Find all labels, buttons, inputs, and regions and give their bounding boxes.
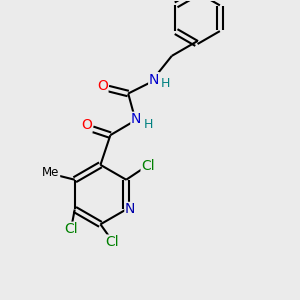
Text: N: N [131, 112, 141, 126]
Text: O: O [97, 79, 108, 93]
Text: Cl: Cl [141, 159, 155, 173]
Text: H: H [161, 77, 170, 90]
Text: N: N [149, 73, 159, 87]
Text: O: O [81, 118, 92, 132]
Text: Cl: Cl [106, 235, 119, 249]
Text: Me: Me [42, 166, 60, 179]
Text: N: N [125, 202, 135, 216]
Text: Cl: Cl [64, 222, 78, 236]
Text: H: H [143, 118, 153, 131]
